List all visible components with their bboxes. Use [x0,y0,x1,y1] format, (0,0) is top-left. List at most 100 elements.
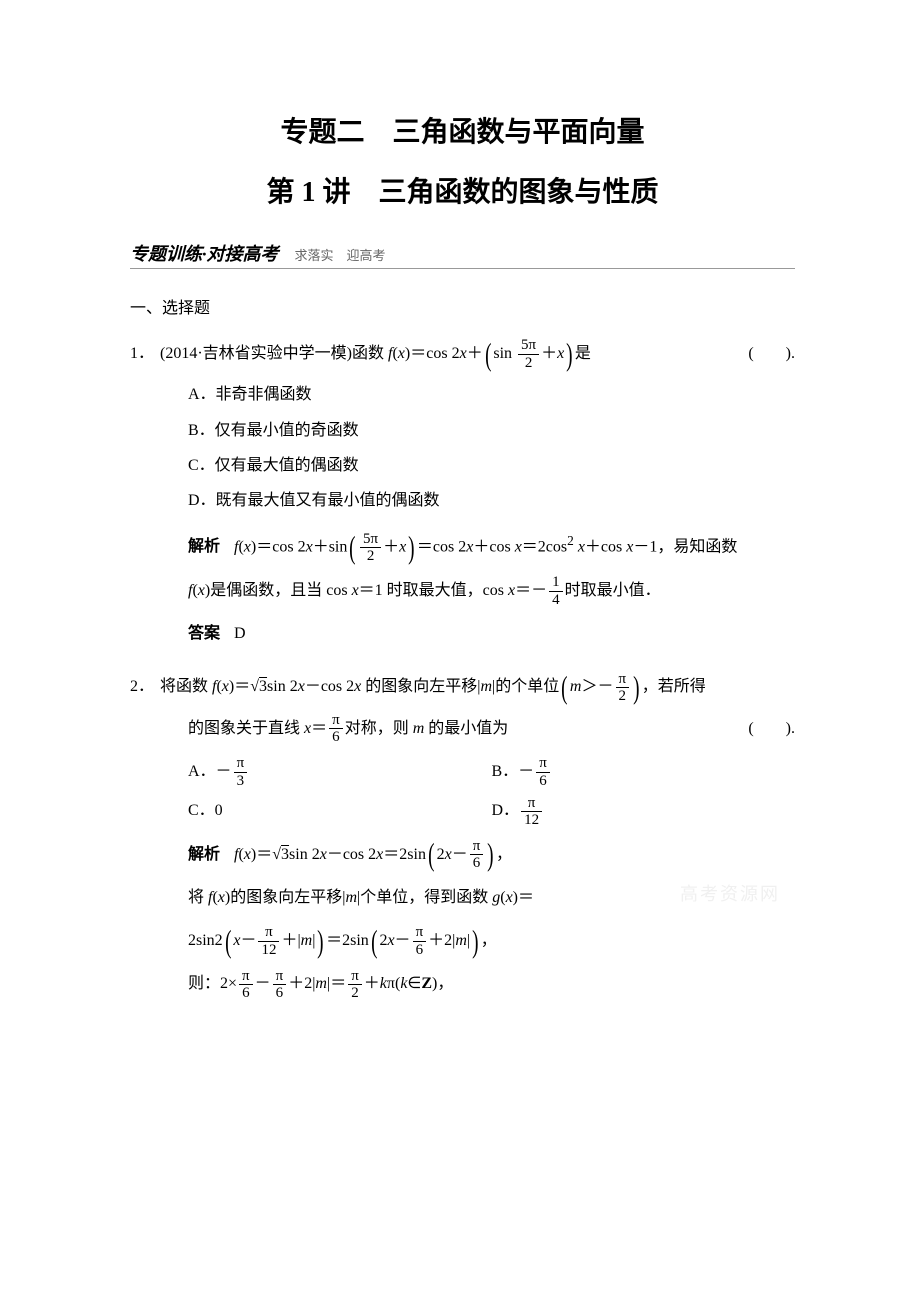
q1-solution-2: f(x)是偶函数，且当 cos x＝1 时取最大值，cos x＝－14时取最小值… [130,573,795,608]
q2-s3j: － [395,932,411,949]
q2-s1j: ＝2sin [383,846,426,863]
q2-s3i: x [387,932,394,949]
q2-s1f: sin 2 [289,846,320,863]
q2-ob-f: π6 [536,755,550,789]
q1-l2-fd: 4 [549,592,563,609]
q2-l2c: ＝ [311,720,327,737]
q1-answer-paren: ( ). [748,336,795,371]
q1-opt-a: A．非奇非偶函数 [188,377,795,412]
q1-frac: 5π2 [518,337,539,371]
banner-right: 求落实 迎高考 [295,248,386,263]
q2-s4-f3: π2 [348,968,362,1002]
q2-s1h: －cos 2 [327,846,376,863]
q1-text: (2014·吉林省实验中学一模)函数 f(x)＝cos 2x＋(sin 5π2＋… [160,336,795,371]
q1-sin: sin [493,345,516,362]
q1-plus: ＋ [467,345,483,362]
q1-frac-num: 5π [518,337,539,355]
q2-s4-f1: π6 [239,968,253,1002]
q2-s1-fn: π [470,838,484,856]
q1-s-d: )＝cos 2 [251,538,306,555]
q1-opt-b: B．仅有最小值的奇函数 [188,413,795,448]
q2-s1g: x [320,846,327,863]
q2-s2: 将 [188,889,208,906]
q2-s3n: ， [481,932,497,949]
q2-s3-n1: π [258,924,279,942]
q2-s1k: 2 [437,846,445,863]
q2-s4g: k [380,975,387,992]
q2-s1c: x [244,846,251,863]
section-heading: 一、选择题 [130,294,795,318]
q2-answer-paren: ( ). [748,711,795,746]
q2-line2: 的图象关于直线 x＝π6对称，则 m 的最小值为 ( ). [130,711,795,746]
q2-sa: 将函数 [160,678,212,695]
q2-od-n: π [521,795,542,813]
q2-3: 3 [259,678,267,695]
q2-s4-d1: 6 [239,985,253,1002]
q2-m: m [480,678,492,695]
q1-stem-b: 是 [575,345,591,362]
q2-s3-f1: π12 [258,924,279,958]
q2-s3k: ＋2| [428,932,455,949]
q2-s4k: Z [421,975,432,992]
q2-s1-frac: π6 [470,838,484,872]
q1-x1: x [398,345,405,362]
q1-num: 1． [130,336,160,371]
q2-s3-d2: 6 [413,942,427,959]
q2-gt: ＞－ [581,678,613,695]
q2-od-f: π12 [521,795,542,829]
q1-eq: ＝cos 2 [410,345,459,362]
q2-t2: |的个单位 [492,678,559,695]
q2-s4a: 则：2× [188,975,237,992]
q1-opt-c: C．仅有最大值的偶函数 [188,448,795,483]
q2-l2d: 对称，则 [345,720,413,737]
q1-s-f: ＋sin [313,538,348,555]
q2-s4d: m [315,975,327,992]
q2-ob-n: π [536,755,550,773]
q2-s1l: x [445,846,452,863]
q2-l2f: 的最小值为 [424,720,508,737]
q2-rp: ) [633,675,639,701]
q2-s1n: ， [496,846,512,863]
q1-stem-a: 函数 [352,345,388,362]
q2-ob-d: 6 [536,773,550,790]
q2-text: 将函数 f(x)＝√3sin 2x－cos 2x 的图象向左平移|m|的个单位(… [160,669,795,704]
title-sub: 第 1 讲 三角函数的图象与性质 [130,170,795,210]
q2-s3a: 2sin2 [188,932,223,949]
q2-sin: sin 2 [267,678,298,695]
q2-s2e: m [345,889,357,906]
q2-s2f: |个单位，得到函数 [357,889,492,906]
q2-s3d: ＋| [281,932,300,949]
q2-opt-b: B．－π6 [492,754,796,789]
q1-s-e: x [306,538,313,555]
q2-opt-row2: C．0 D．π12 [188,793,795,828]
q1-s-frac: 5π2 [360,531,381,565]
q1-ans: D [234,625,246,642]
q2-s4j: ∈ [407,975,421,992]
q2-s3-d1: 12 [258,942,279,959]
q1-sol-label: 解析 [188,538,220,555]
q2-s3l: m [455,932,467,949]
q2-s1m: － [452,846,468,863]
q2-oa-f: π3 [234,755,248,789]
q2-s3-lp1: ( [225,929,231,955]
q1-rparen: ) [566,342,572,368]
q1-x2: x [460,345,467,362]
q2-fn: π [616,671,630,689]
q2-s3-lp2: ( [371,929,377,955]
watermark: 高考资源网 [680,880,780,906]
q1-x3: x [557,345,564,362]
q2-s2c: x [218,889,225,906]
q1-l2-e: x [352,582,359,599]
q2-eq: ＝ [234,678,250,695]
q2-sol4: 则：2×π6－π6＋2|m|＝π2＋kπ(k∈Z)， [130,966,795,1001]
q2-s4b: － [255,975,271,992]
q2-s1-fd: 6 [470,855,484,872]
q2-s1-sqrt: √ [272,846,281,863]
q2-l2fd: 6 [329,729,343,746]
q1-l2-f: ＝1 时取最大值，cos [359,582,508,599]
q1-ans-label: 答案 [188,625,220,642]
q1-frac-den: 2 [518,355,539,372]
q1-s-sup: 2 [567,533,574,548]
q2-s3-rp2: ) [472,929,478,955]
q1-s-i: ＝2cos [522,538,567,555]
